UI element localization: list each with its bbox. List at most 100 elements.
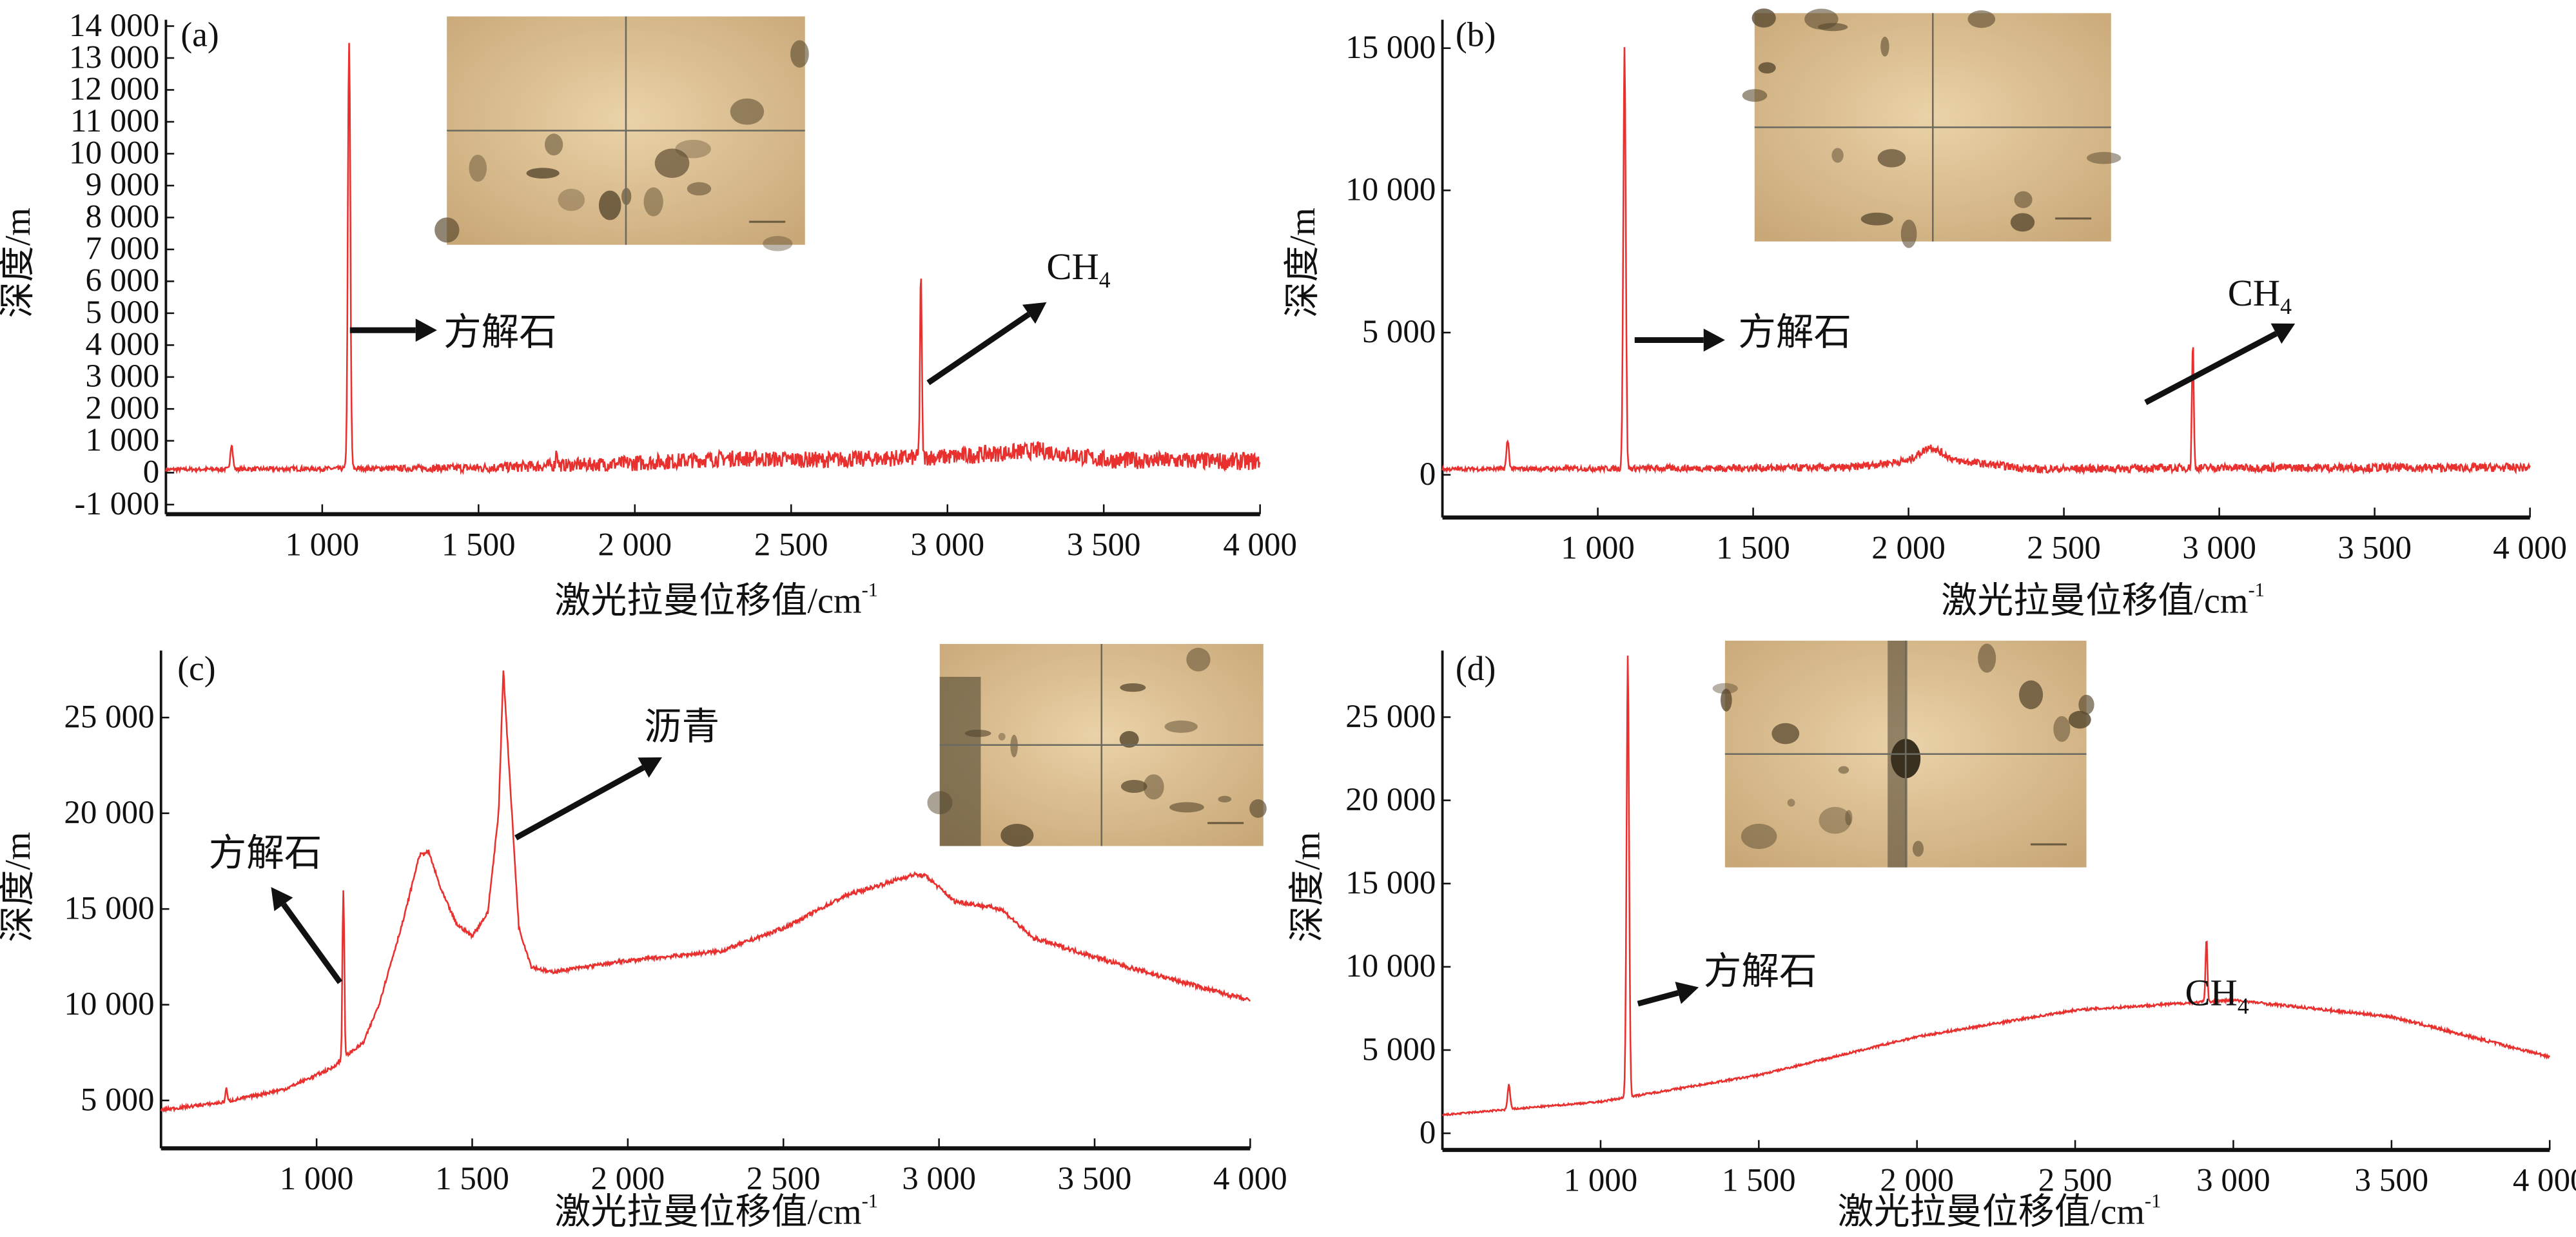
y-tick-label: 15 000 xyxy=(1345,30,1436,66)
annotation-label: 方解石 xyxy=(1738,311,1851,353)
inclusion-blob xyxy=(654,148,690,178)
x-tick-label: 1 000 xyxy=(280,1161,354,1197)
annotation-arrow-head xyxy=(415,318,437,342)
inclusion-blob xyxy=(1845,810,1853,826)
inclusion-blob xyxy=(1000,824,1034,847)
y-tick-label: 10 000 xyxy=(69,135,159,171)
x-tick-label: 4 000 xyxy=(1213,1161,1287,1197)
y-tick-label: 4 000 xyxy=(86,327,160,363)
x-tick-label: 2 000 xyxy=(598,527,672,563)
x-axis-title-superscript: -1 xyxy=(2248,579,2264,601)
inclusion-blob xyxy=(1164,720,1198,733)
inclusion-blob xyxy=(1758,62,1776,74)
y-tick-label: 10 000 xyxy=(1345,172,1436,208)
x-tick-label: 1 000 xyxy=(286,527,360,563)
y-tick-label: 25 000 xyxy=(64,699,154,735)
x-tick-label: 2 000 xyxy=(591,1161,665,1197)
x-tick-label: 3 500 xyxy=(1067,527,1141,563)
y-axis-title: 深度/m xyxy=(0,832,38,942)
x-axis-title-text: 激光拉曼位移值/cm xyxy=(1941,581,2248,621)
x-tick-label: 2 500 xyxy=(754,527,828,563)
inclusion-blob xyxy=(1169,802,1204,813)
inclusion-blob xyxy=(1751,8,1776,28)
annotation-arrow-head xyxy=(1675,982,1699,1004)
y-tick-label: 1 000 xyxy=(86,422,160,458)
inclusion-blob xyxy=(675,139,711,159)
y-tick-label: 0 xyxy=(1420,456,1436,492)
x-tick-label: 2 000 xyxy=(1871,530,1946,566)
x-tick-label: 1 500 xyxy=(1716,530,1790,566)
annotation-label: 沥青 xyxy=(644,706,719,748)
annotation-arrow-shaft xyxy=(1637,989,1679,1007)
y-tick-label: 11 000 xyxy=(70,103,159,139)
annotation-text: CH xyxy=(1046,246,1098,287)
inclusion-blob xyxy=(763,236,793,251)
annotation-arrow-shaft xyxy=(926,311,1031,385)
inclusion-blob xyxy=(2068,710,2091,729)
x-axis-title: 激光拉曼位移值/cm-1 xyxy=(1941,579,2265,621)
x-tick-label: 2 000 xyxy=(1880,1163,1954,1199)
panel-label: (b) xyxy=(1456,15,1496,54)
inclusion-blob xyxy=(1712,683,1738,694)
annotation-label: CH4 xyxy=(1046,246,1110,293)
annotation-arrow-shaft xyxy=(281,902,343,984)
inclusion-blob xyxy=(1838,766,1849,774)
y-tick-label: 20 000 xyxy=(1345,782,1436,818)
y-tick-label: 5 000 xyxy=(1362,1031,1436,1067)
inclusion-blob xyxy=(2018,680,2044,710)
annotation-text: 方解石 xyxy=(444,311,557,353)
inclusion-blob xyxy=(526,168,560,179)
x-tick-label: 4 000 xyxy=(1223,527,1297,563)
panel-label: (c) xyxy=(177,649,215,688)
annotation-label: CH4 xyxy=(2228,272,2292,319)
inclusion-blob xyxy=(1900,219,1917,248)
x-tick-label: 3 500 xyxy=(1058,1161,1132,1197)
inclusion-blob xyxy=(1143,774,1164,800)
annotation-text: 方解石 xyxy=(209,832,322,874)
x-axis-title-text: 激光拉曼位移值/cm xyxy=(554,1193,861,1232)
y-tick-label: 0 xyxy=(1420,1115,1436,1151)
inclusion-blob xyxy=(2078,694,2094,715)
chart-panel-c: 5 000 10 000 15 000 20 000 25 000 1 000 1 500 2… xyxy=(0,644,1287,1232)
inclusion-blob xyxy=(1877,149,1906,168)
y-axis-title: 深度/m xyxy=(1283,208,1323,318)
inclusion-blob xyxy=(643,187,663,217)
annotation-subscript: 4 xyxy=(1099,267,1111,293)
annotation-arrow-shaft xyxy=(2144,331,2278,405)
y-tick-label: 15 000 xyxy=(1345,865,1436,901)
inclusion-blob xyxy=(1978,643,1996,673)
inclusion-blob xyxy=(1742,89,1768,102)
x-tick-label: 1 500 xyxy=(442,527,516,563)
x-tick-label: 3 000 xyxy=(2182,530,2256,566)
annotation-text: CH xyxy=(2185,972,2237,1014)
x-tick-label: 1 000 xyxy=(1561,530,1635,566)
raman-spectrum-line xyxy=(165,43,1261,476)
inclusion-blob xyxy=(1218,795,1232,803)
annotation-arrow-head xyxy=(2270,323,2296,344)
y-tick-label: 20 000 xyxy=(64,795,154,831)
inclusion-blob xyxy=(1787,799,1795,807)
annotation-arrow-head xyxy=(638,757,663,778)
annotation-subscript: 4 xyxy=(2238,993,2249,1018)
x-tick-label: 3 000 xyxy=(910,527,984,563)
x-tick-label: 3 500 xyxy=(2355,1163,2429,1199)
y-tick-label: 7 000 xyxy=(86,231,160,267)
raman-spectrum-line xyxy=(1441,656,2551,1117)
inclusion-blob xyxy=(998,732,1006,741)
x-tick-label: 4 000 xyxy=(2493,530,2567,566)
x-tick-label: 3 000 xyxy=(2196,1163,2270,1199)
microscope-inset-image xyxy=(434,16,809,251)
inclusion-blob xyxy=(1880,36,1889,57)
annotation-text: 方解石 xyxy=(1738,311,1851,353)
inclusion-blob xyxy=(1741,823,1777,850)
y-tick-label: 25 000 xyxy=(1345,699,1436,735)
y-tick-label: 2 000 xyxy=(86,391,160,427)
annotation-text: 沥青 xyxy=(644,706,719,748)
annotation-text: CH xyxy=(2228,272,2280,314)
annotation-label: 方解石 xyxy=(1704,951,1817,993)
y-tick-label: 0 xyxy=(143,454,159,491)
inclusion-blob xyxy=(1860,212,1893,226)
inclusion-blob xyxy=(434,217,460,243)
inclusion-blob xyxy=(790,40,809,68)
